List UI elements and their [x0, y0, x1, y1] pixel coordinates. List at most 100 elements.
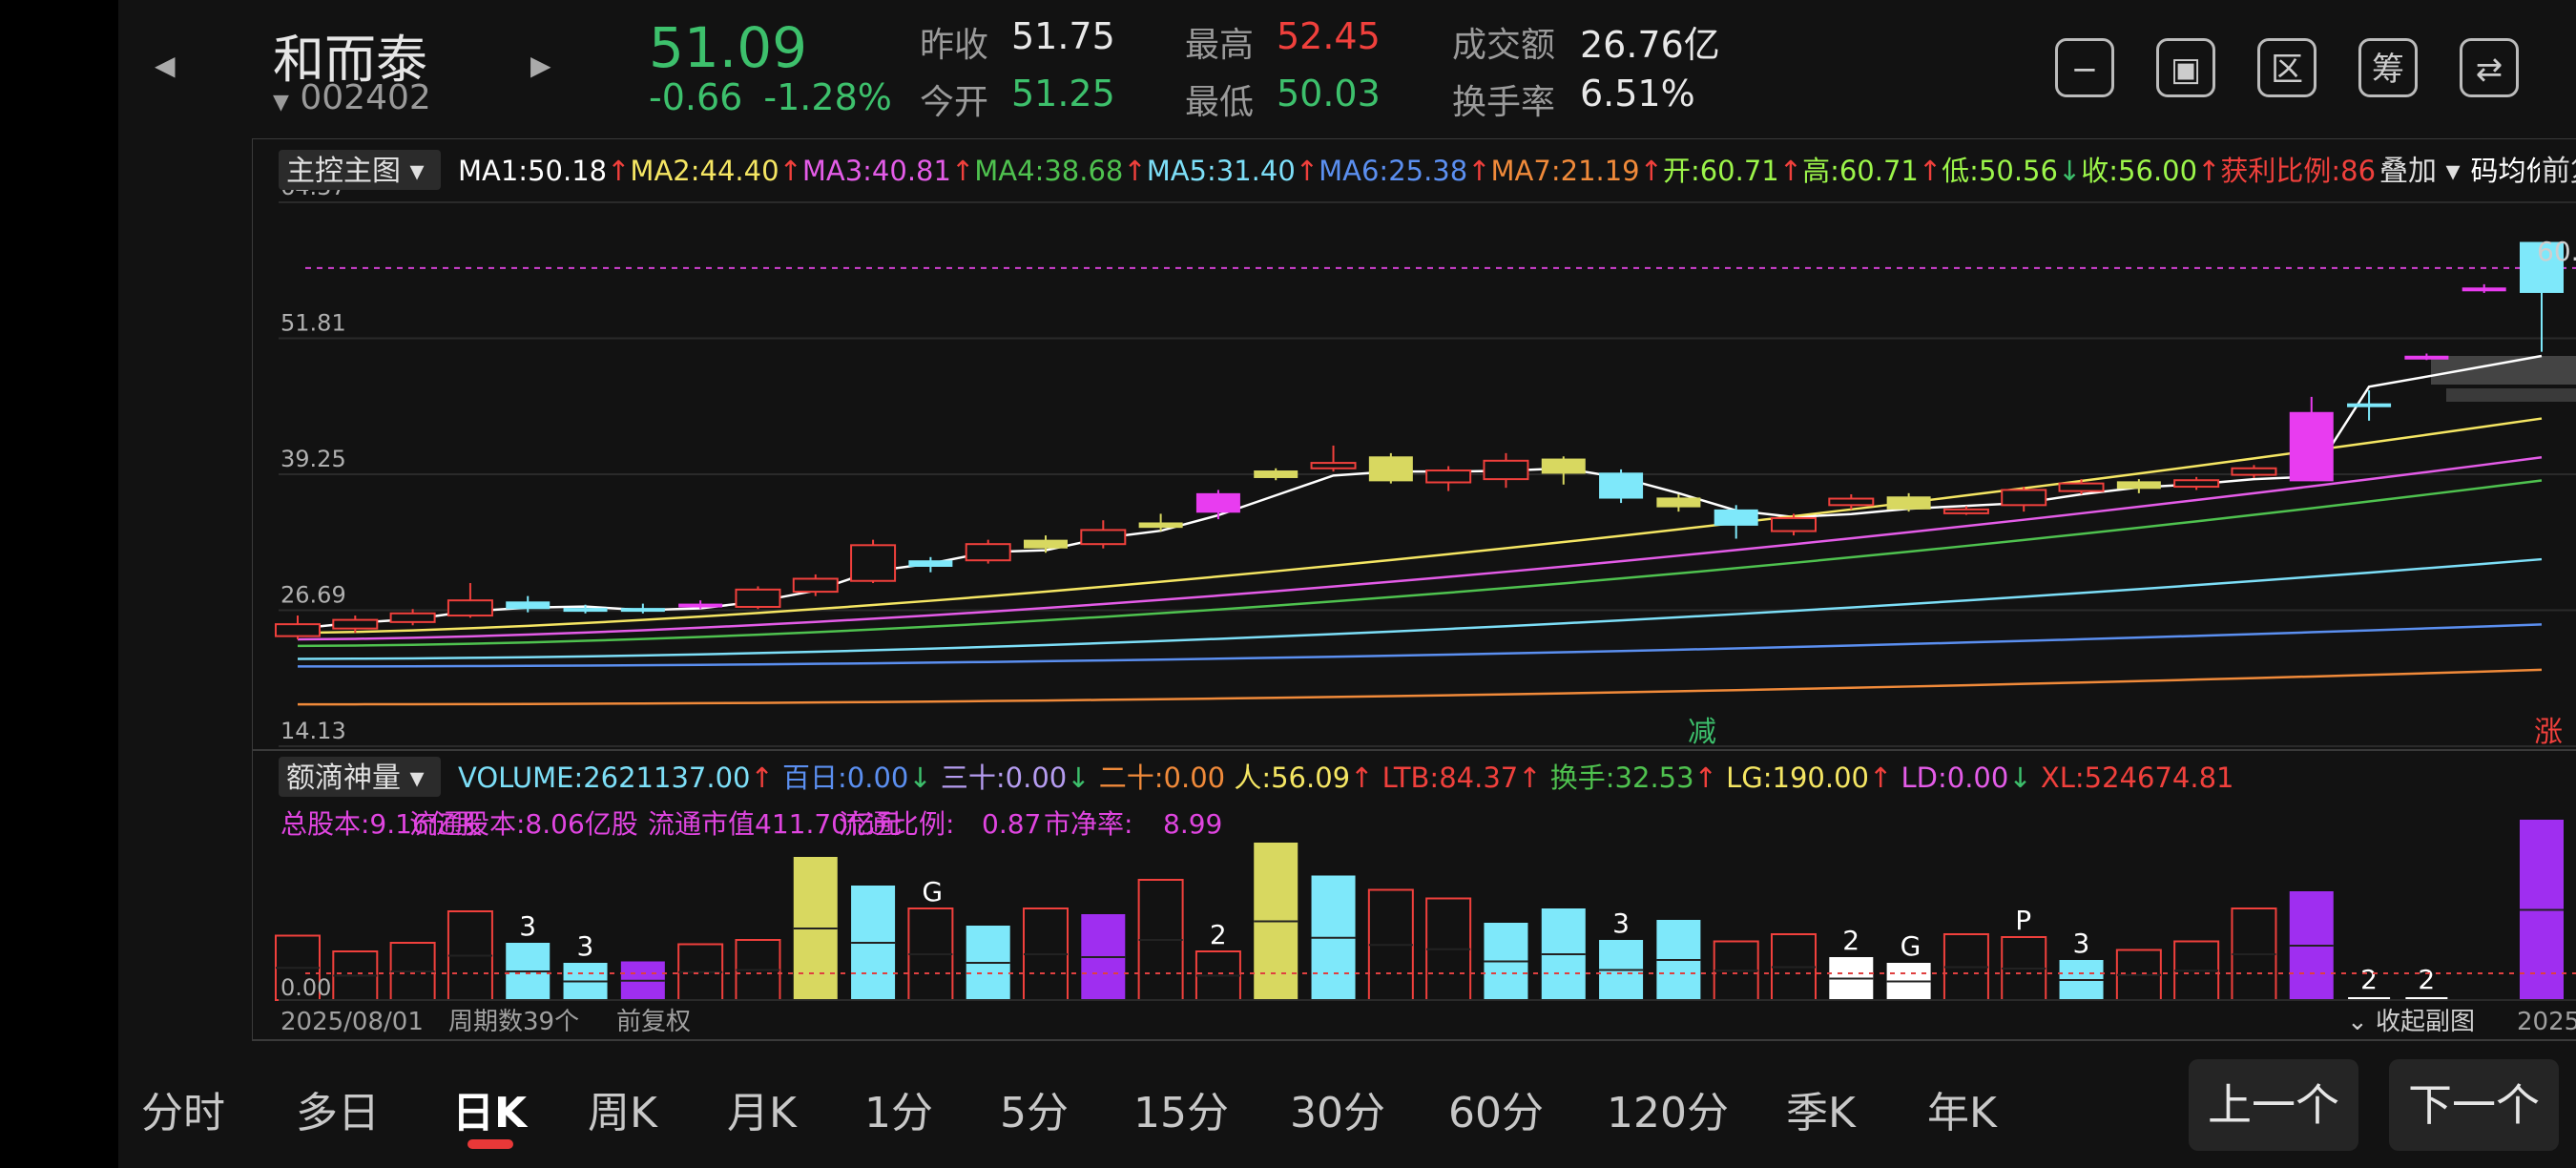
price-change: -0.66 -1.28% — [649, 76, 892, 118]
tab-12[interactable]: 年K — [1927, 1089, 1997, 1137]
stock-code[interactable]: ▼ 002402 — [273, 78, 431, 117]
prev-button[interactable]: 上一个 — [2189, 1059, 2358, 1151]
volume-bar — [1484, 923, 1528, 1000]
vol-info: 0.87 — [982, 808, 1041, 840]
collapse-subchart-button[interactable]: ⌄ 收起副图 — [2347, 1008, 2475, 1036]
tab-7[interactable]: 15分 — [1133, 1089, 1229, 1137]
ma-legend-item: MA2:44.40 — [630, 155, 779, 187]
candle — [2289, 396, 2334, 482]
candle — [965, 539, 1011, 564]
volume-bar: 3 — [506, 910, 551, 1000]
candle — [2231, 465, 2277, 478]
tab-4[interactable]: 月K — [727, 1089, 797, 1137]
tab-8[interactable]: 30分 — [1290, 1089, 1385, 1137]
vol-axis-zero: 0.00 — [280, 974, 331, 1001]
minimize-icon[interactable]: − — [2055, 38, 2114, 97]
main-selector-box[interactable] — [279, 150, 441, 190]
vol-info: 流通股本:8.06亿股 — [409, 808, 638, 840]
vol-selector-box[interactable] — [279, 757, 441, 797]
tab-9[interactable]: 60分 — [1448, 1089, 1544, 1137]
candle — [1195, 490, 1240, 520]
volume-bar — [793, 857, 838, 1000]
volume-bar — [2289, 891, 2334, 1000]
volume-bar — [1541, 908, 1586, 1000]
quote-label: 今开 — [920, 83, 989, 122]
quote-value: 51.25 — [1011, 73, 1115, 115]
adjust-footer: 前复权 — [616, 1008, 691, 1036]
next-stock-arrow-icon[interactable]: ▶ — [530, 50, 551, 81]
candle — [850, 539, 897, 584]
volume-bar — [1713, 940, 1759, 1001]
price-axis-label: 26.69 — [280, 582, 346, 609]
tab-0[interactable]: 分时 — [141, 1089, 225, 1137]
candle — [1024, 535, 1068, 553]
tab-2[interactable]: 日K — [452, 1089, 528, 1137]
quote-label: 最高 — [1185, 26, 1255, 65]
volume-bar — [2115, 949, 2162, 1001]
volume-bar — [1425, 897, 1472, 1001]
tab-1[interactable]: 多日 — [296, 1089, 380, 1137]
candle — [1138, 513, 1183, 532]
candle — [1599, 469, 1644, 504]
ma-legend-item: MA5:31.40 — [1147, 155, 1296, 187]
landscape-icon[interactable]: ⇄ — [2460, 38, 2519, 97]
ma-legend-arrow: ↑ — [607, 155, 630, 187]
candle — [1656, 493, 1701, 512]
vol-selector[interactable]: 额滴神量 ▾ — [286, 761, 425, 795]
price-axis-label: 51.81 — [280, 310, 346, 337]
candle — [620, 603, 665, 614]
tab-6[interactable]: 5分 — [1000, 1089, 1069, 1137]
candle — [1310, 445, 1357, 472]
ma-line-MA5 — [297, 557, 2543, 660]
tab-5[interactable]: 1分 — [864, 1089, 933, 1137]
candle — [908, 556, 953, 573]
volume-bar — [851, 886, 896, 1000]
candle — [2058, 479, 2105, 494]
vol-info: 8.99 — [1163, 808, 1222, 840]
volume-label: G — [1901, 930, 1922, 962]
change-percent: -1.28% — [763, 76, 892, 118]
candle — [332, 615, 379, 634]
volume-bar — [2231, 907, 2277, 1001]
draw-icon[interactable]: ▣ — [2156, 38, 2215, 97]
volume-bar: P — [2001, 905, 2047, 1001]
volume-bar — [1081, 914, 1126, 1000]
quote-value: 6.51% — [1580, 73, 1695, 115]
rise-marker: 涨 — [2534, 716, 2563, 749]
ma-legend-item: 低:50.56 — [1942, 155, 2058, 187]
adjust-button[interactable]: 前复权 ▾ — [2542, 155, 2576, 188]
candle — [563, 604, 608, 614]
volume-bar — [332, 950, 379, 1001]
volume-bar: 3 — [563, 930, 608, 1000]
prev-stock-arrow-icon[interactable]: ◀ — [155, 50, 176, 81]
range-icon[interactable]: 区 — [2257, 38, 2316, 97]
quote-value: 52.45 — [1277, 15, 1381, 57]
start-date: 2025/08/01 — [280, 1008, 424, 1036]
candle — [1714, 505, 1758, 539]
ma-line-MA3 — [297, 456, 2543, 641]
volume-label: 2 — [1842, 925, 1859, 956]
overlay-button[interactable]: 叠加 ▾ — [2379, 155, 2461, 188]
volume-bar — [735, 939, 781, 1001]
ma-legend-arrow: ↑ — [1296, 155, 1319, 187]
chip-icon[interactable]: 筹 — [2358, 38, 2418, 97]
volume-bar — [1311, 875, 1356, 1000]
ma-legend-arrow: ↑ — [1467, 155, 1490, 187]
tab-10[interactable]: 120分 — [1607, 1089, 1729, 1137]
overlay-bg — [2376, 152, 2471, 190]
volume-bar — [2173, 940, 2220, 1001]
vol-legend-arrow: ↑ — [1518, 761, 1541, 794]
volume-label: 3 — [1612, 907, 1630, 939]
volume-bar — [1942, 933, 1989, 1001]
volume-label: 2 — [2418, 964, 2435, 995]
tab-3[interactable]: 周K — [588, 1089, 657, 1137]
tab-11[interactable]: 季K — [1786, 1089, 1856, 1137]
vol-legend-item: 三十:0.00 — [941, 761, 1067, 794]
volume-bar — [1137, 879, 1184, 1001]
volume-label: P — [2015, 905, 2031, 936]
reduce-marker: 减 — [1688, 716, 1716, 749]
next-button[interactable]: 下一个 — [2389, 1059, 2559, 1151]
main-selector[interactable]: 主控主图 ▾ — [286, 155, 425, 188]
candle — [2347, 390, 2392, 421]
